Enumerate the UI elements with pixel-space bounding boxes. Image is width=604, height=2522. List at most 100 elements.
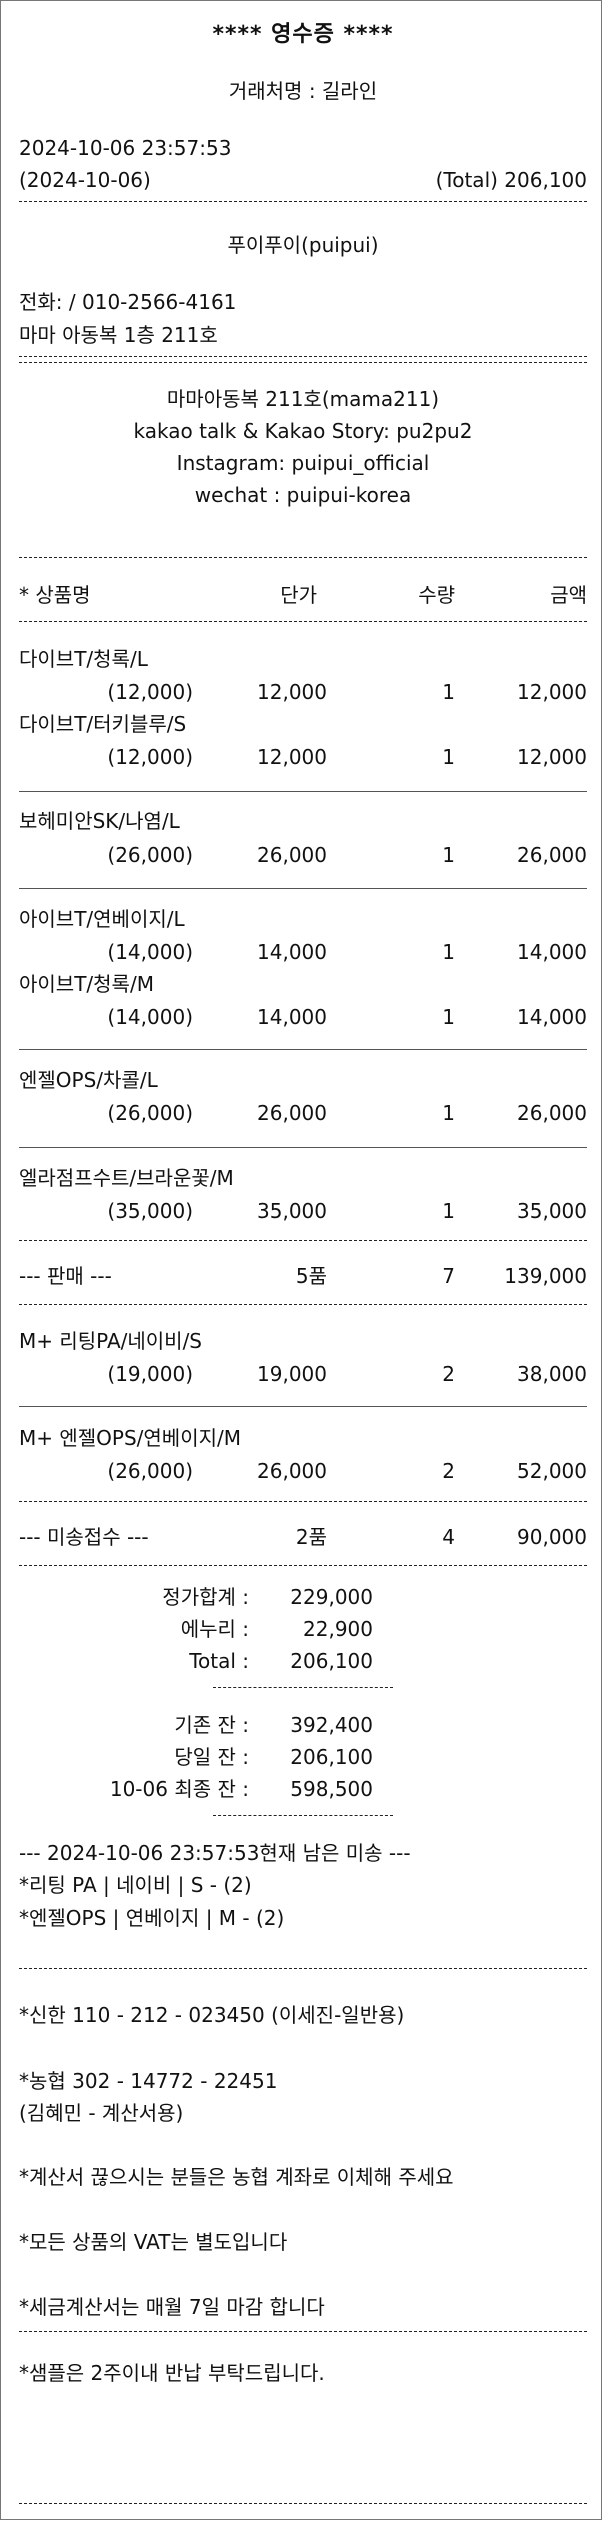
item-name: 엔젤OPS/차콜/L: [19, 1068, 158, 1092]
shop-info-line: Instagram: puipui_official: [176, 451, 430, 475]
item-name: 다이브T/터키블루/S: [19, 712, 187, 736]
unsent-summary-count: 2품: [295, 1525, 327, 1549]
total-value: 22,900: [303, 1617, 373, 1641]
item-amount: 14,000: [517, 940, 587, 964]
shop-info-line: kakao talk & Kakao Story: pu2pu2: [133, 419, 473, 443]
bank-account: *농협 302 - 14772 - 22451: [19, 2069, 278, 2093]
item-name: 엘라점프수트/브라운꽃/M: [19, 1166, 234, 1190]
item-amount: 52,000: [517, 1459, 587, 1483]
item-amount: 12,000: [517, 680, 587, 704]
item-qty: 1: [442, 1005, 455, 1029]
item-name: 아이브T/청록/M: [19, 972, 154, 996]
item-qty: 2: [442, 1362, 455, 1386]
item-orig-price: (14,000): [107, 1005, 193, 1029]
group-divider: [19, 1049, 587, 1050]
item-amount: 38,000: [517, 1362, 587, 1386]
divider: [19, 1240, 587, 1241]
balance-value: 392,400: [290, 1713, 373, 1737]
item-orig-price: (12,000): [107, 680, 193, 704]
item-amount: 14,000: [517, 1005, 587, 1029]
shop-phone: 전화: / 010-2566-4161: [19, 290, 237, 314]
col-name: * 상품명: [19, 583, 91, 607]
sale-summary-amount: 139,000: [504, 1264, 587, 1288]
balance-value: 598,500: [290, 1777, 373, 1801]
item-qty: 1: [442, 940, 455, 964]
item-name: 아이브T/연베이지/L: [19, 907, 185, 931]
item-price: 12,000: [257, 680, 327, 704]
balance-row: 당일 잔 : 206,100: [19, 1741, 587, 1773]
note-line: *세금계산서는 매월 7일 마감 합니다: [19, 2295, 325, 2319]
divider: [19, 1968, 587, 1969]
divider: [19, 201, 587, 202]
item-name: 다이브T/청록/L: [19, 647, 148, 671]
item-price: 12,000: [257, 745, 327, 769]
balance-row: 10-06 최종 잔 : 598,500: [19, 1773, 587, 1805]
sale-summary-qty: 7: [442, 1264, 455, 1288]
item-qty: 1: [442, 1199, 455, 1223]
client-name: 거래처명 : 길라인: [228, 79, 378, 103]
sale-summary-label: --- 판매 ---: [19, 1264, 112, 1288]
receipt-title: **** 영수증 ****: [212, 22, 394, 47]
unsent-summary-qty: 4: [442, 1525, 455, 1549]
balance-label: 10-06 최종 잔 :: [109, 1777, 249, 1801]
item-qty: 2: [442, 1459, 455, 1483]
item-price: 26,000: [257, 1459, 327, 1483]
note-line: *샘플은 2주이내 반납 부탁드립니다.: [19, 2361, 325, 2385]
balance-label: 당일 잔 :: [174, 1745, 249, 1769]
total-row: 에누리 : 22,900: [19, 1613, 587, 1645]
bank-account-owner: (김혜민 - 계산서용): [19, 2101, 184, 2125]
remaining-header: --- 2024-10-06 23:57:53현재 남은 미송 ---: [19, 1841, 411, 1865]
item-amount: 26,000: [517, 843, 587, 867]
col-qty: 수량: [418, 583, 455, 607]
group-divider: [19, 888, 587, 889]
item-orig-price: (35,000): [107, 1199, 193, 1223]
total-value: 206,100: [290, 1649, 373, 1673]
divider: [19, 2503, 587, 2504]
item-qty: 1: [442, 1101, 455, 1125]
item-row: (14,000) 14,000 1 14,000: [19, 1001, 587, 1033]
total-row: Total : 206,100: [19, 1645, 587, 1677]
item-orig-price: (26,000): [107, 1101, 193, 1125]
group-divider: [19, 1147, 587, 1148]
divider: [19, 1501, 587, 1502]
bank-account: *신한 110 - 212 - 023450 (이세진-일반용): [19, 2003, 405, 2027]
item-amount: 12,000: [517, 745, 587, 769]
item-orig-price: (14,000): [107, 940, 193, 964]
unsent-summary-label: --- 미송접수 ---: [19, 1525, 149, 1549]
shop-info-line: 마마아동복 211호(mama211): [166, 387, 440, 411]
balance-row: 기존 잔 : 392,400: [19, 1709, 587, 1741]
column-header: * 상품명 단가 수량 금액: [19, 579, 587, 611]
shop-name: 푸이푸이(puipui): [227, 233, 379, 257]
total-label: 정가합계 :: [162, 1585, 249, 1609]
item-name: 보헤미안SK/나염/L: [19, 809, 180, 833]
sale-summary: --- 판매 --- 5품 7 139,000: [19, 1260, 587, 1292]
total-value: 229,000: [290, 1585, 373, 1609]
total-label: Total :: [189, 1649, 249, 1673]
item-row: (26,000) 26,000 1 26,000: [19, 839, 587, 871]
divider: [19, 1304, 587, 1305]
subtotal-divider: [213, 1815, 393, 1816]
shop-info-line: wechat : puipui-korea: [194, 483, 412, 507]
divider: [19, 1565, 587, 1566]
subtotal-divider: [213, 1687, 393, 1688]
shop-address: 마마 아동복 1층 211호: [19, 323, 218, 347]
item-qty: 1: [442, 843, 455, 867]
remaining-item: *엔젤OPS | 연베이지 | M - (2): [19, 1906, 285, 1930]
sale-summary-count: 5품: [295, 1264, 327, 1288]
unsent-summary-amount: 90,000: [517, 1525, 587, 1549]
divider: [19, 2331, 587, 2332]
balance-label: 기존 잔 :: [174, 1713, 249, 1737]
item-price: 26,000: [257, 1101, 327, 1125]
balance-value: 206,100: [290, 1745, 373, 1769]
item-price: 19,000: [257, 1362, 327, 1386]
item-orig-price: (26,000): [107, 1459, 193, 1483]
item-row: (26,000) 26,000 1 26,000: [19, 1097, 587, 1129]
item-amount: 35,000: [517, 1199, 587, 1223]
item-row: (12,000) 12,000 1 12,000: [19, 676, 587, 708]
item-qty: 1: [442, 745, 455, 769]
col-amount: 금액: [550, 583, 587, 607]
item-price: 26,000: [257, 843, 327, 867]
remaining-item: *리팅 PA | 네이비 | S - (2): [19, 1873, 252, 1897]
item-row: (12,000) 12,000 1 12,000: [19, 741, 587, 773]
unsent-item-row: (26,000) 26,000 2 52,000: [19, 1455, 587, 1487]
